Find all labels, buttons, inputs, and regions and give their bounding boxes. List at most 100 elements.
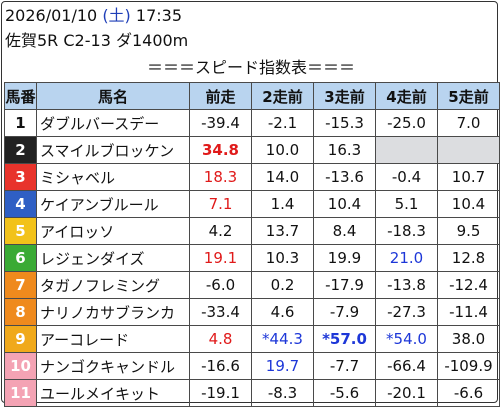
speed-index-5-races-ago: -12.4 <box>437 271 500 299</box>
column-header-last-race: 前走 <box>189 82 252 110</box>
speed-index-5-races-ago: -109.9 <box>437 352 500 380</box>
race-time: 17:35 <box>135 6 183 25</box>
speed-index-last-race: -16.6 <box>189 352 252 380</box>
table-row: 2 スマイルブロッケン 34.8 10.0 16.3 <box>4 136 500 164</box>
speed-index-last-race: -6.0 <box>189 271 252 299</box>
horse-name: ミシャベル <box>36 163 190 191</box>
race-info: 佐賀5R C2-13 ダ1400m <box>5 31 189 50</box>
speed-index-5-races-ago <box>437 136 500 164</box>
speed-index-4-races-ago: -0.4 <box>375 163 438 191</box>
speed-index-2-races-ago: 0.2 <box>251 271 314 299</box>
horse-name: ケイアンブルール <box>36 190 190 218</box>
speed-index-3-races-ago: 19.9 <box>313 244 376 272</box>
race-datetime: 2026/01/10 (土) 17:35 <box>5 6 182 26</box>
speed-index-last-race: 4.2 <box>189 217 252 245</box>
column-header-2-races-ago: 2走前 <box>251 82 314 110</box>
horse-number: 1 <box>4 109 37 137</box>
speed-index-last-race: -39.4 <box>189 109 252 137</box>
speed-index-3-races-ago: -7.9 <box>313 298 376 326</box>
speed-index-2-races-ago: *44.3 <box>251 325 314 353</box>
horse-number: 2 <box>4 136 37 164</box>
speed-index-4-races-ago: 5.1 <box>375 190 438 218</box>
speed-index-2-races-ago: 4.6 <box>251 298 314 326</box>
table-row: 11 ユールメイキット -19.1 -8.3 -5.6 -20.1 -6.6 <box>4 379 500 407</box>
speed-index-last-race: -19.1 <box>189 379 252 407</box>
speed-index-3-races-ago: *57.0 <box>313 325 376 353</box>
speed-index-4-races-ago: -66.4 <box>375 352 438 380</box>
speed-index-3-races-ago: 16.3 <box>313 136 376 164</box>
speed-index-2-races-ago: 19.7 <box>251 352 314 380</box>
speed-index-3-races-ago: -15.3 <box>313 109 376 137</box>
speed-index-4-races-ago: -27.3 <box>375 298 438 326</box>
speed-index-last-race: 19.1 <box>189 244 252 272</box>
table-row: 7 タガノフレミング -6.0 0.2 -17.9 -13.8 -12.4 <box>4 271 500 299</box>
horse-name: ダブルバースデー <box>36 109 190 137</box>
horse-number: 9 <box>4 325 37 353</box>
table-row: 8 ナリノカサブランカ -33.4 4.6 -7.9 -27.3 -11.4 <box>4 298 500 326</box>
horse-name: ナリノカサブランカ <box>36 298 190 326</box>
speed-index-2-races-ago: 10.0 <box>251 136 314 164</box>
horse-number: 8 <box>4 298 37 326</box>
horse-name: レジェンダイズ <box>36 244 190 272</box>
speed-index-5-races-ago: 38.0 <box>437 325 500 353</box>
speed-index-last-race: -33.4 <box>189 298 252 326</box>
speed-index-4-races-ago: -18.3 <box>375 217 438 245</box>
speed-index-4-races-ago: -13.8 <box>375 271 438 299</box>
speed-index-4-races-ago: *54.0 <box>375 325 438 353</box>
speed-index-5-races-ago: 10.7 <box>437 163 500 191</box>
column-header-5-races-ago: 5走前 <box>437 82 500 110</box>
column-header-3-races-ago: 3走前 <box>313 82 376 110</box>
table-header-row: 馬番 馬名 前走 2走前 3走前 4走前 5走前 <box>4 82 500 110</box>
horse-number: 5 <box>4 217 37 245</box>
table-row: 1 ダブルバースデー -39.4 -2.1 -15.3 -25.0 7.0 <box>4 109 500 137</box>
speed-index-2-races-ago: 13.7 <box>251 217 314 245</box>
speed-index-5-races-ago: 7.0 <box>437 109 500 137</box>
speed-index-5-races-ago: 9.5 <box>437 217 500 245</box>
horse-name: アイロッソ <box>36 217 190 245</box>
speed-index-3-races-ago: -13.6 <box>313 163 376 191</box>
speed-index-last-race: 18.3 <box>189 163 252 191</box>
speed-index-last-race: 4.8 <box>189 325 252 353</box>
race-date: 2026/01/10 <box>5 6 98 25</box>
speed-index-table: 馬番 馬名 前走 2走前 3走前 4走前 5走前 1 ダブルバースデー -39.4-… <box>4 82 500 407</box>
speed-index-2-races-ago: -2.1 <box>251 109 314 137</box>
horse-name: アーコレード <box>36 325 190 353</box>
speed-index-3-races-ago: 8.4 <box>313 217 376 245</box>
speed-index-2-races-ago: 1.4 <box>251 190 314 218</box>
speed-index-2-races-ago: 10.3 <box>251 244 314 272</box>
speed-index-3-races-ago: -17.9 <box>313 271 376 299</box>
table-row: 3 ミシャベル 18.3 14.0 -13.6 -0.4 10.7 <box>4 163 500 191</box>
horse-number: 10 <box>4 352 37 380</box>
table-row: 6 レジェンダイズ 19.1 10.3 19.9 21.0 12.8 <box>4 244 500 272</box>
horse-name: スマイルブロッケン <box>36 136 190 164</box>
speed-index-last-race: 7.1 <box>189 190 252 218</box>
speed-index-5-races-ago: -6.6 <box>437 379 500 407</box>
speed-index-2-races-ago: -8.3 <box>251 379 314 407</box>
horse-name: タガノフレミング <box>36 271 190 299</box>
speed-index-2-races-ago: 14.0 <box>251 163 314 191</box>
speed-index-5-races-ago: 12.8 <box>437 244 500 272</box>
race-day-of-week: (土) <box>102 6 131 25</box>
speed-index-5-races-ago: 10.4 <box>437 190 500 218</box>
table-row: 5 アイロッソ 4.2 13.7 8.4 -18.3 9.5 <box>4 217 500 245</box>
speed-index-4-races-ago: -20.1 <box>375 379 438 407</box>
speed-index-last-race: 34.8 <box>189 136 252 164</box>
horse-number: 7 <box>4 271 37 299</box>
horse-name: ユールメイキット <box>36 379 190 407</box>
speed-index-4-races-ago <box>375 136 438 164</box>
column-header-4-races-ago: 4走前 <box>375 82 438 110</box>
table-row: 4 ケイアンブルール 7.1 1.4 10.4 5.1 10.4 <box>4 190 500 218</box>
table-body: 1 ダブルバースデー -39.4 -2.1 -15.3 -25.0 7.0 2 スマイルブロッケ… <box>4 109 500 407</box>
horse-number: 4 <box>4 190 37 218</box>
speed-index-3-races-ago: 10.4 <box>313 190 376 218</box>
speed-index-3-races-ago: -7.7 <box>313 352 376 380</box>
horse-name: ナンゴクキャンドル <box>36 352 190 380</box>
speed-index-4-races-ago: 21.0 <box>375 244 438 272</box>
speed-index-3-races-ago: -5.6 <box>313 379 376 407</box>
table-row: 9 アーコレード 4.8 *44.3 *57.0 *54.0 38.0 <box>4 325 500 353</box>
table-caption: ＝＝＝スピード指数表＝＝＝ <box>146 58 355 77</box>
horse-number: 6 <box>4 244 37 272</box>
column-header-horse-name: 馬名 <box>36 82 190 110</box>
column-header-number: 馬番 <box>4 82 37 110</box>
horse-number: 11 <box>4 379 37 407</box>
